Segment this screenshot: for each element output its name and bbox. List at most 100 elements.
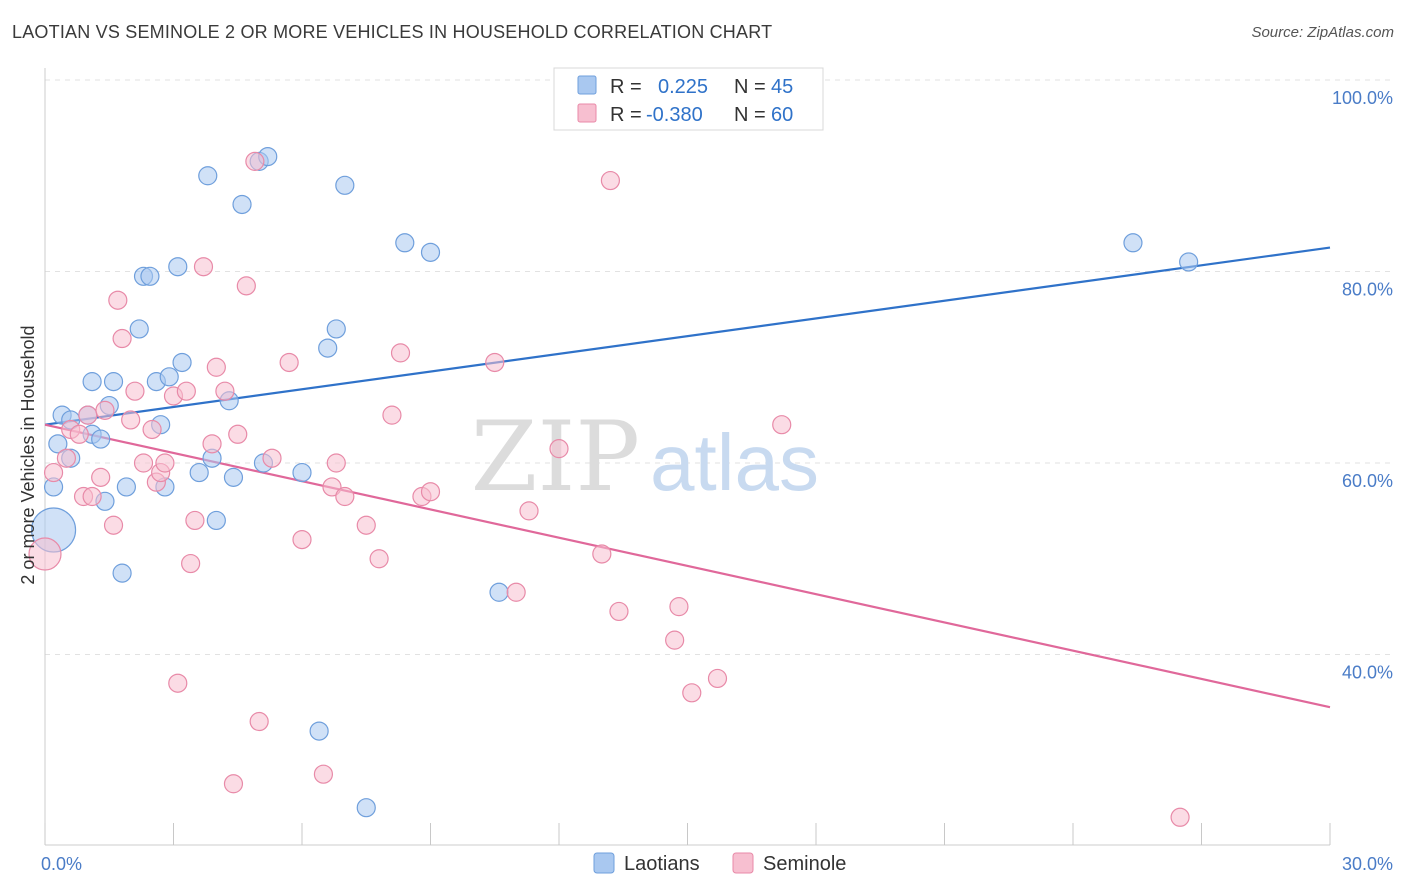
seminole-point [356, 515, 376, 535]
seminole-point [369, 549, 389, 569]
seminole-point [262, 448, 282, 468]
data-points [28, 147, 1199, 827]
seminole-point [322, 477, 342, 497]
tick-labels: 40.0% 60.0% 80.0% 100.0% 0.0% 30.0% [41, 88, 1393, 874]
stats-r-label: R = [610, 104, 642, 126]
chart-title: LAOTIAN VS SEMINOLE 2 OR MORE VEHICLES I… [12, 22, 773, 42]
y-tick-label: 80.0% [1342, 280, 1393, 300]
stats-r-value: 0.225 [658, 76, 708, 98]
stats-n-label: N = [734, 76, 766, 98]
x-tick-label: 0.0% [41, 854, 82, 874]
laotians-point [168, 257, 188, 277]
laotians-point [82, 372, 102, 392]
seminole-point [108, 290, 128, 310]
seminole-point [223, 774, 244, 794]
laotians-point [335, 175, 355, 195]
seminole-point [176, 381, 196, 401]
seminole-point [420, 482, 441, 502]
laotians-point [112, 563, 132, 583]
seminole-point [772, 415, 792, 435]
trend-lines [44, 246, 1331, 709]
seminole-point [326, 453, 346, 473]
laotians-point [420, 242, 441, 262]
seminole-point [91, 467, 111, 487]
laotians-trend-line [44, 246, 1331, 426]
seminole-point [78, 405, 98, 425]
seminole-point [390, 343, 411, 363]
laotians-point [356, 798, 376, 818]
seminole-point [206, 357, 226, 377]
laotians-point [326, 319, 346, 339]
laotians-point [232, 194, 252, 215]
laotians-point [159, 367, 179, 387]
seminole-point [665, 630, 685, 650]
y-tick-label: 60.0% [1342, 471, 1393, 491]
laotians-point [189, 462, 209, 483]
legend-swatch-laotians [593, 852, 615, 874]
legend-swatch-seminole [732, 852, 754, 874]
laotians-point [223, 467, 244, 487]
stats-n-value: 60 [771, 104, 793, 126]
seminole-point [215, 381, 235, 401]
laotians-point [198, 166, 218, 186]
seminole-point [121, 410, 141, 430]
laotians-point [309, 721, 329, 741]
seminole-point [682, 683, 702, 703]
seminole-point [600, 170, 621, 191]
seminole-point [279, 352, 299, 373]
seminole-point [506, 582, 526, 602]
laotians-point [489, 582, 509, 602]
series-legend: Laotians Seminole [593, 852, 846, 875]
seminole-point [549, 439, 569, 459]
laotians-point [1123, 233, 1143, 253]
laotians-point [1179, 252, 1199, 272]
laotians-point [172, 352, 192, 373]
seminole-point [56, 448, 77, 468]
seminole-point [249, 711, 269, 732]
seminole-point [142, 419, 162, 440]
stats-swatch-seminole [577, 103, 597, 123]
seminole-point [168, 673, 188, 693]
stats-r-value: -0.380 [646, 104, 703, 126]
watermark-atlas: atlas [650, 418, 819, 507]
seminole-point [112, 328, 132, 349]
seminole-point [1170, 807, 1190, 827]
y-axis-title: 2 or more Vehicles in Household [18, 325, 38, 584]
stats-n-value: 45 [771, 76, 793, 98]
seminole-point [133, 453, 154, 473]
laotians-point [395, 233, 415, 253]
seminole-point [125, 381, 145, 401]
laotians-point [116, 477, 136, 497]
seminole-point [707, 668, 728, 689]
seminole-point [245, 151, 265, 171]
seminole-point [292, 529, 312, 550]
legend-label-laotians: Laotians [624, 853, 700, 875]
stats-legend-box [553, 67, 824, 131]
seminole-point [202, 434, 222, 454]
watermark: ZIP atlas [471, 401, 819, 513]
seminole-point [43, 462, 64, 483]
x-tick-label: 30.0% [1342, 854, 1393, 874]
seminole-trend-line [44, 423, 1331, 709]
seminole-point [382, 405, 402, 425]
laotians-point [206, 510, 226, 531]
seminole-point [236, 276, 256, 296]
laotians-point [91, 429, 111, 449]
seminole-point [28, 537, 62, 571]
axes [44, 68, 1331, 846]
stats-swatch-laotians [577, 75, 597, 95]
laotians-point [318, 338, 338, 358]
seminole-point [485, 352, 505, 373]
seminole-point [519, 501, 539, 521]
laotians-point [292, 462, 312, 483]
seminole-point [103, 515, 124, 535]
seminole-point [592, 544, 612, 564]
seminole-point [82, 486, 102, 507]
legend-label-seminole: Seminole [763, 853, 846, 875]
seminole-point [335, 486, 355, 507]
laotians-point [129, 319, 149, 339]
seminole-point [669, 597, 689, 617]
seminole-point [69, 424, 89, 444]
y-tick-label: 100.0% [1332, 88, 1393, 108]
